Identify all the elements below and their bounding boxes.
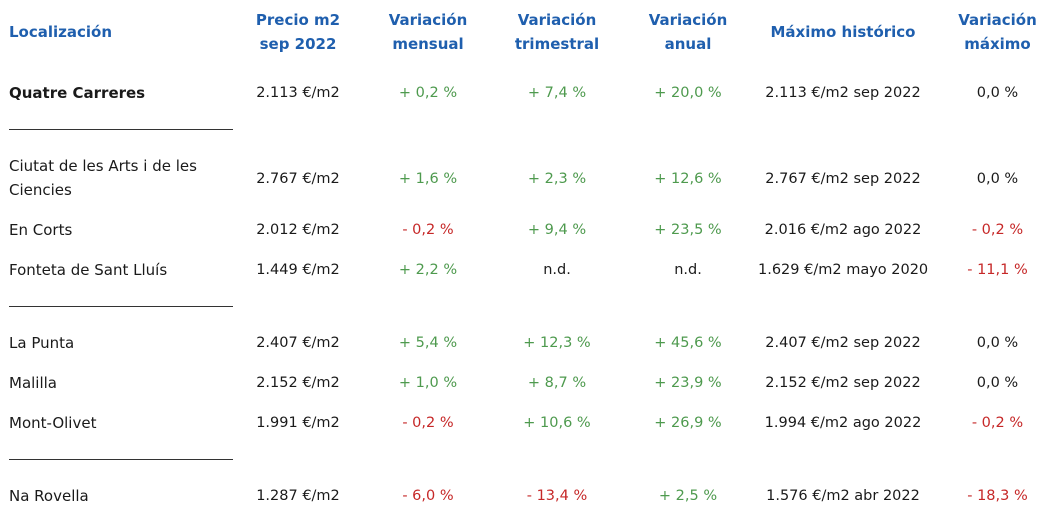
- cell-monthly: + 1,0 %: [398, 375, 458, 391]
- cell-location: Quatre Carreres: [9, 84, 146, 102]
- header-quarterly: Variación trimestral: [514, 11, 600, 53]
- cell-monthly: + 0,2 %: [398, 85, 458, 101]
- cell-max-historic: 2.113 €/m2 sep 2022: [765, 85, 921, 101]
- cell-price: 1.991 €/m2: [256, 415, 340, 431]
- cell-quarterly: + 12,3 %: [523, 335, 591, 351]
- cell-price: 2.012 €/m2: [256, 222, 340, 238]
- cell-max-variation: 0,0 %: [976, 375, 1019, 391]
- cell-monthly: + 5,4 %: [398, 335, 458, 351]
- cell-max-variation: 0,0 %: [976, 85, 1019, 101]
- cell-location: Mont-Olivet: [9, 414, 97, 432]
- cell-annual: + 12,6 %: [654, 171, 722, 187]
- cell-annual: + 45,6 %: [654, 335, 722, 351]
- cell-price: 2.767 €/m2: [256, 171, 340, 187]
- header-price: Precio m2 sep 2022: [255, 11, 341, 53]
- cell-monthly: - 0,2 %: [402, 222, 454, 238]
- cell-max-historic: 2.152 €/m2 sep 2022: [765, 375, 921, 391]
- cell-max-historic: 2.016 €/m2 ago 2022: [764, 222, 922, 238]
- cell-max-variation: - 18,3 %: [967, 488, 1028, 504]
- header-monthly: Variación mensual: [388, 11, 468, 53]
- cell-max-variation: - 0,2 %: [971, 415, 1024, 431]
- cell-location: Na Rovella: [9, 487, 89, 505]
- cell-max-historic: 1.629 €/m2 mayo 2020: [758, 262, 929, 278]
- cell-annual: + 23,9 %: [654, 375, 722, 391]
- cell-max-variation: - 0,2 %: [971, 222, 1024, 238]
- cell-quarterly: + 2,3 %: [527, 171, 587, 187]
- cell-location: Ciutat de les Arts i de les Ciencies: [9, 157, 197, 199]
- cell-max-variation: 0,0 %: [976, 335, 1019, 351]
- table-row: Ciutat de les Arts i de les Ciencies 2.7…: [0, 154, 1049, 202]
- cell-location: Malilla: [9, 374, 57, 392]
- cell-location: En Corts: [9, 221, 73, 239]
- table-header: Localización Precio m2 sep 2022 Variació…: [0, 8, 1049, 58]
- cell-annual: + 26,9 %: [654, 415, 722, 431]
- cell-quarterly: + 10,6 %: [523, 415, 591, 431]
- cell-quarterly: - 13,4 %: [526, 488, 588, 504]
- group-divider: [9, 129, 233, 130]
- cell-quarterly: n.d.: [543, 262, 571, 278]
- table-row: Quatre Carreres 2.113 €/m2 + 0,2 % + 7,4…: [0, 81, 1049, 105]
- table-row: Mont-Olivet 1.991 €/m2 - 0,2 % + 10,6 % …: [0, 411, 1049, 435]
- table-row: Malilla 2.152 €/m2 + 1,0 % + 8,7 % + 23,…: [0, 371, 1049, 395]
- cell-max-historic: 1.576 €/m2 abr 2022: [766, 488, 920, 504]
- cell-annual: + 23,5 %: [654, 222, 722, 238]
- header-max-historic: Máximo histórico: [770, 23, 916, 41]
- cell-location: La Punta: [9, 334, 75, 352]
- cell-annual: + 2,5 %: [658, 488, 718, 504]
- cell-monthly: + 2,2 %: [398, 262, 458, 278]
- table-row: Na Rovella 1.287 €/m2 - 6,0 % - 13,4 % +…: [0, 484, 1049, 508]
- cell-max-historic: 2.767 €/m2 sep 2022: [765, 171, 921, 187]
- cell-monthly: - 0,2 %: [402, 415, 454, 431]
- cell-max-historic: 2.407 €/m2 sep 2022: [765, 335, 921, 351]
- cell-annual: n.d.: [674, 262, 702, 278]
- cell-price: 2.113 €/m2: [256, 85, 340, 101]
- table-row: La Punta 2.407 €/m2 + 5,4 % + 12,3 % + 4…: [0, 331, 1049, 355]
- cell-price: 1.449 €/m2: [256, 262, 340, 278]
- cell-monthly: - 6,0 %: [402, 488, 454, 504]
- cell-quarterly: + 7,4 %: [527, 85, 587, 101]
- table-row: En Corts 2.012 €/m2 - 0,2 % + 9,4 % + 23…: [0, 218, 1049, 242]
- header-annual: Variación anual: [648, 11, 728, 53]
- header-location: Localización: [9, 23, 113, 41]
- table-row: Fonteta de Sant Lluís 1.449 €/m2 + 2,2 %…: [0, 258, 1049, 282]
- cell-max-variation: - 11,1 %: [967, 262, 1028, 278]
- cell-quarterly: + 9,4 %: [527, 222, 587, 238]
- cell-max-variation: 0,0 %: [976, 171, 1019, 187]
- cell-quarterly: + 8,7 %: [527, 375, 587, 391]
- cell-monthly: + 1,6 %: [398, 171, 458, 187]
- cell-price: 2.152 €/m2: [256, 375, 340, 391]
- group-divider: [9, 306, 233, 307]
- cell-annual: + 20,0 %: [654, 85, 722, 101]
- cell-location: Fonteta de Sant Lluís: [9, 261, 168, 279]
- cell-price: 1.287 €/m2: [256, 488, 340, 504]
- header-max-variation: Variación máximo: [958, 11, 1037, 53]
- cell-price: 2.407 €/m2: [256, 335, 340, 351]
- cell-max-historic: 1.994 €/m2 ago 2022: [764, 415, 922, 431]
- group-divider: [9, 459, 233, 460]
